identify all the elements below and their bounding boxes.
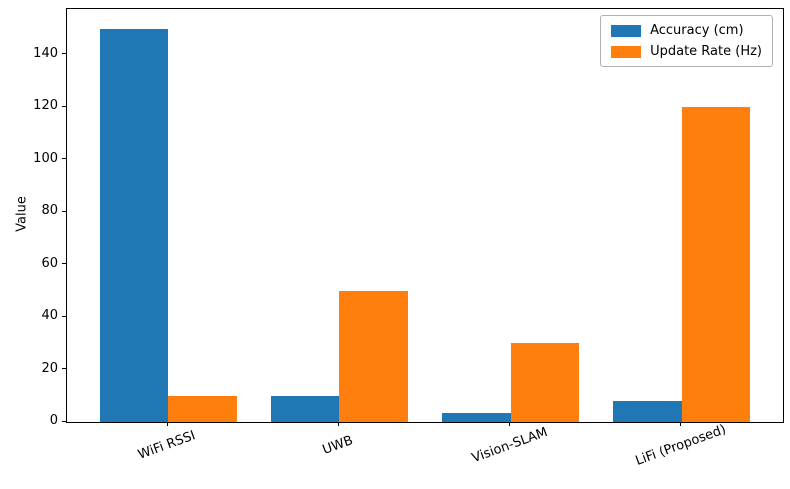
legend-swatch xyxy=(611,24,642,37)
y-tick-mark xyxy=(62,158,66,160)
legend-label: Accuracy (cm) xyxy=(650,23,744,38)
bar-accuracy-cm- xyxy=(99,28,169,422)
y-tick-mark xyxy=(62,210,66,212)
y-tick-label: 40 xyxy=(41,308,58,324)
bar-accuracy-cm- xyxy=(270,395,340,422)
x-tick-label: UWB xyxy=(320,433,356,458)
y-tick-label: 60 xyxy=(41,255,58,271)
y-tick-mark xyxy=(62,105,66,107)
plot-area xyxy=(66,8,784,423)
legend: Accuracy (cm) Update Rate (Hz) xyxy=(600,15,773,67)
x-tick-mark xyxy=(337,422,339,426)
y-tick-mark xyxy=(62,315,66,317)
legend-item: Update Rate (Hz) xyxy=(611,44,762,59)
bar-update-rate-hz- xyxy=(510,343,580,422)
x-tick-label: Vision-SLAM xyxy=(469,424,550,467)
y-tick-mark xyxy=(62,368,66,370)
legend-swatch xyxy=(611,45,642,58)
y-tick-label: 0 xyxy=(49,413,58,428)
legend-label: Update Rate (Hz) xyxy=(650,44,762,59)
x-tick-mark xyxy=(680,422,682,426)
bar-update-rate-hz- xyxy=(339,290,408,422)
y-tick-label: 80 xyxy=(41,203,58,219)
x-tick-mark xyxy=(509,422,511,426)
bar-accuracy-cm- xyxy=(613,401,682,422)
bars-layer xyxy=(67,9,783,422)
y-tick-label: 20 xyxy=(41,360,58,376)
y-tick-mark xyxy=(62,263,66,265)
y-tick-mark xyxy=(62,53,66,55)
bar-update-rate-hz- xyxy=(168,395,237,422)
x-tick-label: WiFi RSSI xyxy=(136,428,198,463)
bar-update-rate-hz- xyxy=(681,107,751,422)
y-tick-label: 140 xyxy=(33,45,58,61)
legend-item: Accuracy (cm) xyxy=(611,23,762,38)
x-tick-mark xyxy=(166,422,168,426)
y-tick-mark xyxy=(62,420,66,422)
x-tick-label: LiFi (Proposed) xyxy=(633,422,729,469)
y-tick-label: 120 xyxy=(33,98,58,114)
y-tick-label: 100 xyxy=(33,150,58,166)
bar-accuracy-cm- xyxy=(442,412,511,422)
